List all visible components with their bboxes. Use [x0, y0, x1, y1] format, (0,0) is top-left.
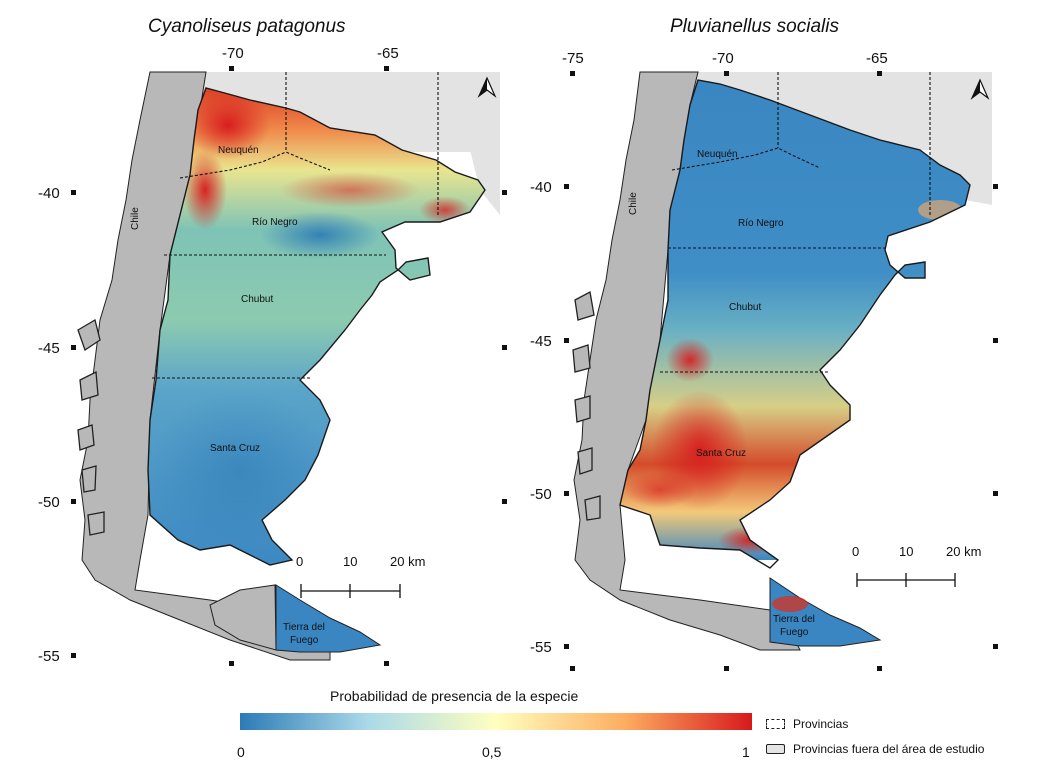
lon-tick-left-65: -65 — [377, 45, 399, 62]
key-outside: Provincias fuera del área de estudio — [766, 742, 984, 756]
tierra-del-fuego-area-right — [769, 577, 882, 647]
key-outside-label: Provincias fuera del área de estudio — [793, 742, 985, 756]
legend-mid-label: 0,5 — [482, 744, 502, 760]
north-arrow-icon — [477, 76, 497, 98]
province-label-rio-negro-right: Río Negro — [738, 218, 784, 229]
lon-tick-left-70: -70 — [222, 45, 244, 62]
scale-label-0-right: 0 — [852, 544, 859, 559]
lat-tick-left-40: -40 — [38, 185, 60, 202]
scale-label-20km: 20 km — [390, 554, 425, 569]
lat-tick-right-50: -50 — [530, 486, 552, 503]
province-boundaries-right — [660, 72, 931, 373]
lat-tick-right-55: -55 — [530, 639, 552, 656]
north-arrow-icon-right — [970, 78, 990, 100]
province-label-santa-cruz-right: Santa Cruz — [696, 448, 746, 459]
solid-swatch-icon — [766, 744, 785, 754]
legend-min-label: 0 — [237, 744, 245, 760]
legend-color-ramp — [240, 713, 752, 730]
tierra-del-fuego-area — [275, 584, 382, 653]
key-provinces-label: Provincias — [793, 717, 849, 731]
legend-title: Probabilidad de presencia de la especie — [330, 688, 579, 704]
scale-label-0: 0 — [296, 554, 303, 569]
province-label-fuego-right: Fuego — [780, 627, 809, 638]
province-label-neuquen: Neuquén — [218, 145, 259, 156]
key-provinces: Provincias — [766, 717, 848, 731]
scale-label-10-right: 10 — [899, 544, 913, 559]
lat-tick-right-45: -45 — [530, 333, 552, 350]
province-boundaries-left — [152, 72, 439, 379]
country-label-chile: Chile — [130, 207, 141, 230]
province-label-tierra-del: Tierra del — [283, 622, 325, 633]
scale-label-10: 10 — [343, 554, 357, 569]
lon-tick-right-70: -70 — [712, 50, 734, 67]
province-label-chubut: Chubut — [241, 294, 273, 305]
map-title-right: Pluvianellus socialis — [670, 16, 839, 37]
lat-tick-right-40: -40 — [530, 179, 552, 196]
scale-bar-right: 0 10 20 km — [852, 544, 981, 587]
scale-bar-left: 0 10 20 km — [296, 554, 425, 598]
province-label-fuego: Fuego — [290, 635, 319, 646]
scale-label-20km-right: 20 km — [946, 544, 981, 559]
lat-tick-left-45: -45 — [38, 340, 60, 357]
country-label-chile-right: Chile — [628, 192, 639, 215]
province-label-chubut-right: Chubut — [729, 302, 761, 313]
province-label-rio-negro: Río Negro — [252, 217, 298, 228]
lat-tick-left-55: -55 — [38, 648, 60, 665]
map-left: Neuquén Río Negro Chubut Santa Cruz Tier… — [38, 45, 507, 666]
map-title-left: Cyanoliseus patagonus — [148, 16, 346, 37]
province-label-neuquen-right: Neuquén — [697, 149, 738, 160]
dashed-swatch-icon — [766, 719, 785, 729]
province-label-tierra-del-right: Tierra del — [773, 614, 815, 625]
province-label-santa-cruz: Santa Cruz — [210, 443, 260, 454]
graticule-ticks-right — [564, 71, 998, 671]
lon-tick-right-75: -75 — [562, 50, 584, 67]
legend-max-label: 1 — [742, 744, 750, 760]
map-right: Neuquén Río Negro Chubut Santa Cruz Tier… — [530, 50, 998, 671]
lat-tick-left-50: -50 — [38, 494, 60, 511]
graticule-ticks-left — [71, 66, 507, 666]
lon-tick-right-65: -65 — [866, 50, 888, 67]
